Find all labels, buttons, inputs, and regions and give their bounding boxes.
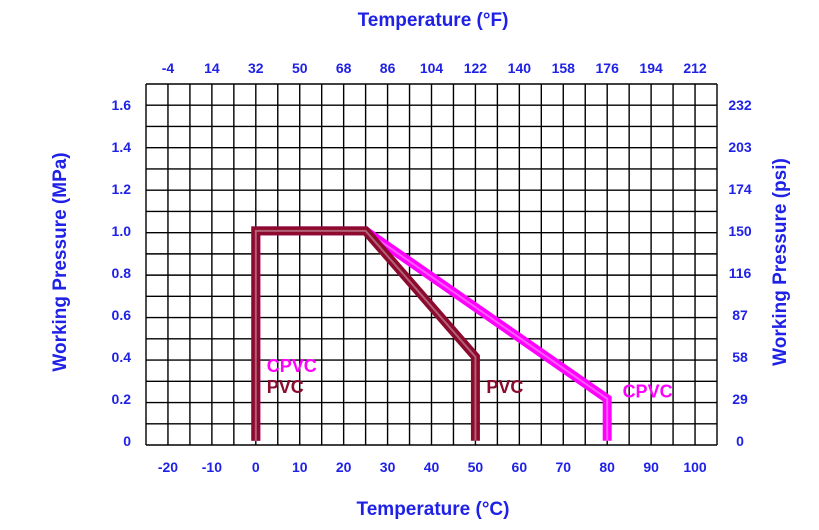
x-bottom-tick-label: 60 [512, 459, 528, 475]
y-right-tick-label: 116 [729, 265, 752, 281]
y-left-tick-label: 1.6 [112, 97, 132, 113]
series-line-highlight [254, 229, 477, 441]
tick-labels: -20 -10 0 10 20 30 40 50 60 70 80 90 100-4 14 32 50 68 86… [112, 60, 752, 475]
x-top-tick-label: 32 [248, 60, 264, 76]
x-top-tick-label: 158 [552, 60, 576, 76]
x-bottom-tick-label: 80 [599, 459, 615, 475]
series-label-cpvc: CPVC [623, 381, 673, 401]
x-bottom-axis-title: Temperature (°C) [357, 499, 510, 520]
x-bottom-tick-label: 100 [683, 459, 707, 475]
x-top-tick-label: 176 [596, 60, 620, 76]
series-label-pvc: PVC [486, 377, 523, 397]
series-label-pvc: PVC [267, 377, 304, 397]
x-bottom-tick-label: 30 [380, 459, 396, 475]
x-bottom-tick-label: 0 [252, 459, 260, 475]
x-top-tick-label: 212 [683, 60, 707, 76]
x-top-tick-label: 194 [639, 60, 663, 76]
y-right-tick-label: 174 [728, 181, 752, 197]
y-right-tick-label: 58 [732, 349, 748, 365]
y-right-axis-title: Working Pressure (psi) [770, 158, 791, 366]
x-bottom-tick-label: 20 [336, 459, 352, 475]
y-left-tick-label: 0.6 [112, 307, 132, 323]
y-left-tick-label: 1.4 [112, 139, 132, 155]
x-top-axis-title: Temperature (°F) [358, 10, 509, 31]
y-left-tick-label: 0.4 [112, 349, 132, 365]
y-left-tick-label: 0.2 [112, 391, 132, 407]
series-line-pvc [251, 226, 480, 441]
x-top-tick-label: 104 [420, 60, 444, 76]
y-left-tick-label: 0.8 [112, 265, 132, 281]
x-top-tick-label: 140 [508, 60, 532, 76]
y-right-tick-label: 203 [728, 139, 752, 155]
x-top-tick-label: 86 [380, 60, 396, 76]
x-bottom-tick-label: 90 [643, 459, 659, 475]
x-bottom-tick-label: -10 [202, 459, 222, 475]
x-top-tick-label: 50 [292, 60, 308, 76]
x-bottom-tick-label: -20 [158, 459, 178, 475]
x-bottom-tick-label: 70 [555, 459, 571, 475]
y-right-tick-label: 0 [736, 433, 744, 449]
x-bottom-tick-label: 10 [292, 459, 308, 475]
series-lines [251, 226, 612, 441]
x-top-tick-label: 14 [204, 60, 220, 76]
y-right-tick-label: 232 [728, 97, 752, 113]
y-left-tick-label: 0 [123, 433, 131, 449]
x-bottom-tick-label: 40 [424, 459, 440, 475]
y-right-tick-label: 87 [732, 307, 748, 323]
y-left-tick-label: 1.2 [112, 181, 132, 197]
y-left-axis-title: Working Pressure (MPa) [50, 152, 71, 371]
x-top-tick-label: 122 [464, 60, 488, 76]
x-bottom-tick-label: 50 [468, 459, 484, 475]
y-right-tick-label: 150 [728, 223, 752, 239]
series-label-cpvc: CPVC [267, 356, 317, 376]
y-left-tick-label: 1.0 [112, 223, 132, 239]
x-top-tick-label: 68 [336, 60, 352, 76]
x-top-tick-label: -4 [162, 60, 175, 76]
y-right-tick-label: 29 [732, 391, 748, 407]
